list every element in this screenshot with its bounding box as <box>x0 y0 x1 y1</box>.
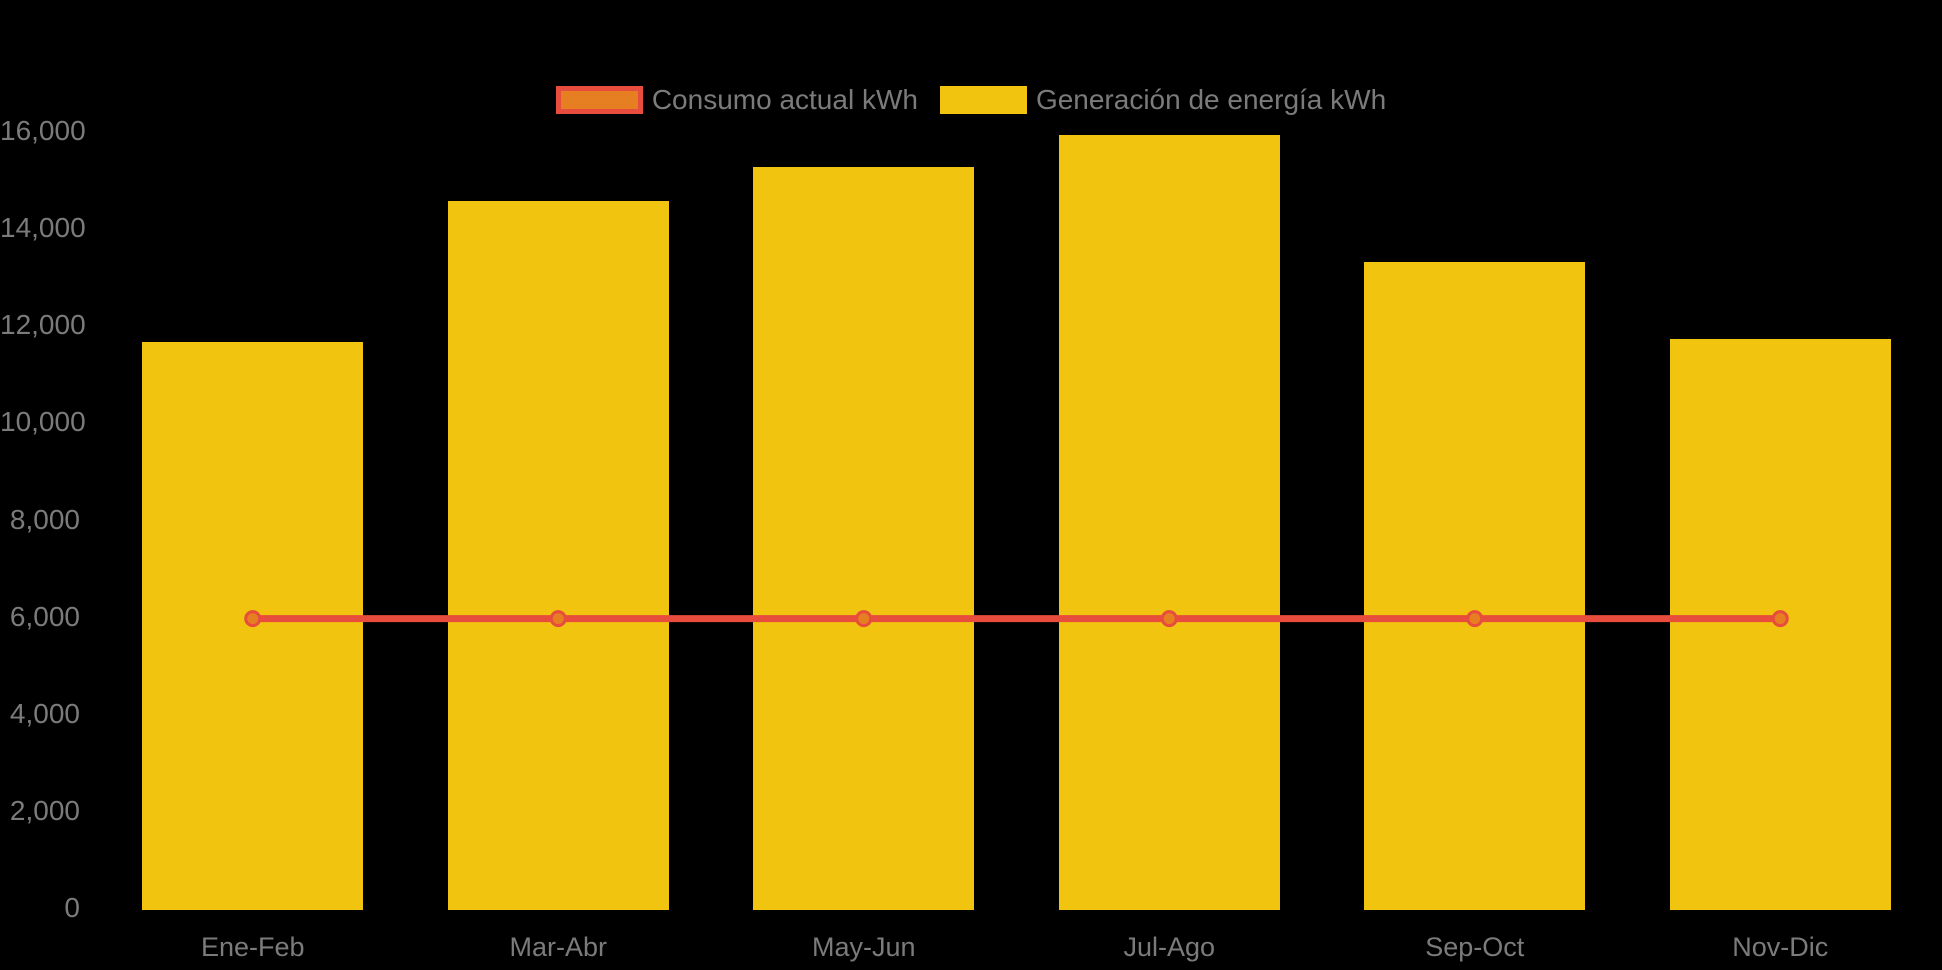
x-axis-label-mar-abr: Mar-Abr <box>509 932 607 962</box>
legend-item-consumo-actual[interactable]: Consumo actual kWh <box>555 84 918 116</box>
x-axis-label-jul-ago: Jul-Ago <box>1123 932 1216 962</box>
y-axis-tick-label: 16,000 <box>0 115 86 146</box>
bar-sep-oct[interactable] <box>1364 261 1586 910</box>
y-axis-tick-label: 12,000 <box>0 309 86 341</box>
y-axis-tick-label: 8,000 <box>9 503 80 535</box>
legend-label-generacion-energia: Generación de energía kWh <box>1035 84 1387 115</box>
x-axis-label-nov-dic: Nov-Dic <box>1732 932 1829 962</box>
y-axis-tick-label: 14,000 <box>0 212 86 244</box>
y-axis-tick-label: 2,000 <box>9 794 80 826</box>
legend-swatch-bar-series-icon <box>939 86 1027 114</box>
bar-nov-dic[interactable] <box>1669 339 1891 910</box>
bar-mar-abr[interactable] <box>447 201 669 910</box>
legend-item-generacion-energia[interactable]: Generación de energía kWh <box>939 84 1387 116</box>
x-axis-label-may-jun: May-Jun <box>811 932 916 962</box>
bar-ene-feb[interactable] <box>142 341 364 910</box>
bar-jul-ago[interactable] <box>1058 135 1280 910</box>
legend-swatch-line-series-icon <box>555 86 643 114</box>
legend-label-consumo-actual: Consumo actual kWh <box>651 84 918 115</box>
chart-legend: Consumo actual kWh Generación de energía… <box>0 84 1942 116</box>
y-axis-tick-label: 4,000 <box>9 697 80 729</box>
bar-may-jun[interactable] <box>753 167 975 910</box>
y-axis-tick-label: 6,000 <box>9 600 80 632</box>
y-axis-tick-label: 10,000 <box>0 406 86 438</box>
x-axis-label-ene-feb: Ene-Feb <box>200 932 305 962</box>
x-axis-label-sep-oct: Sep-Oct <box>1425 932 1525 962</box>
y-axis-tick-label: 0 <box>64 892 80 923</box>
